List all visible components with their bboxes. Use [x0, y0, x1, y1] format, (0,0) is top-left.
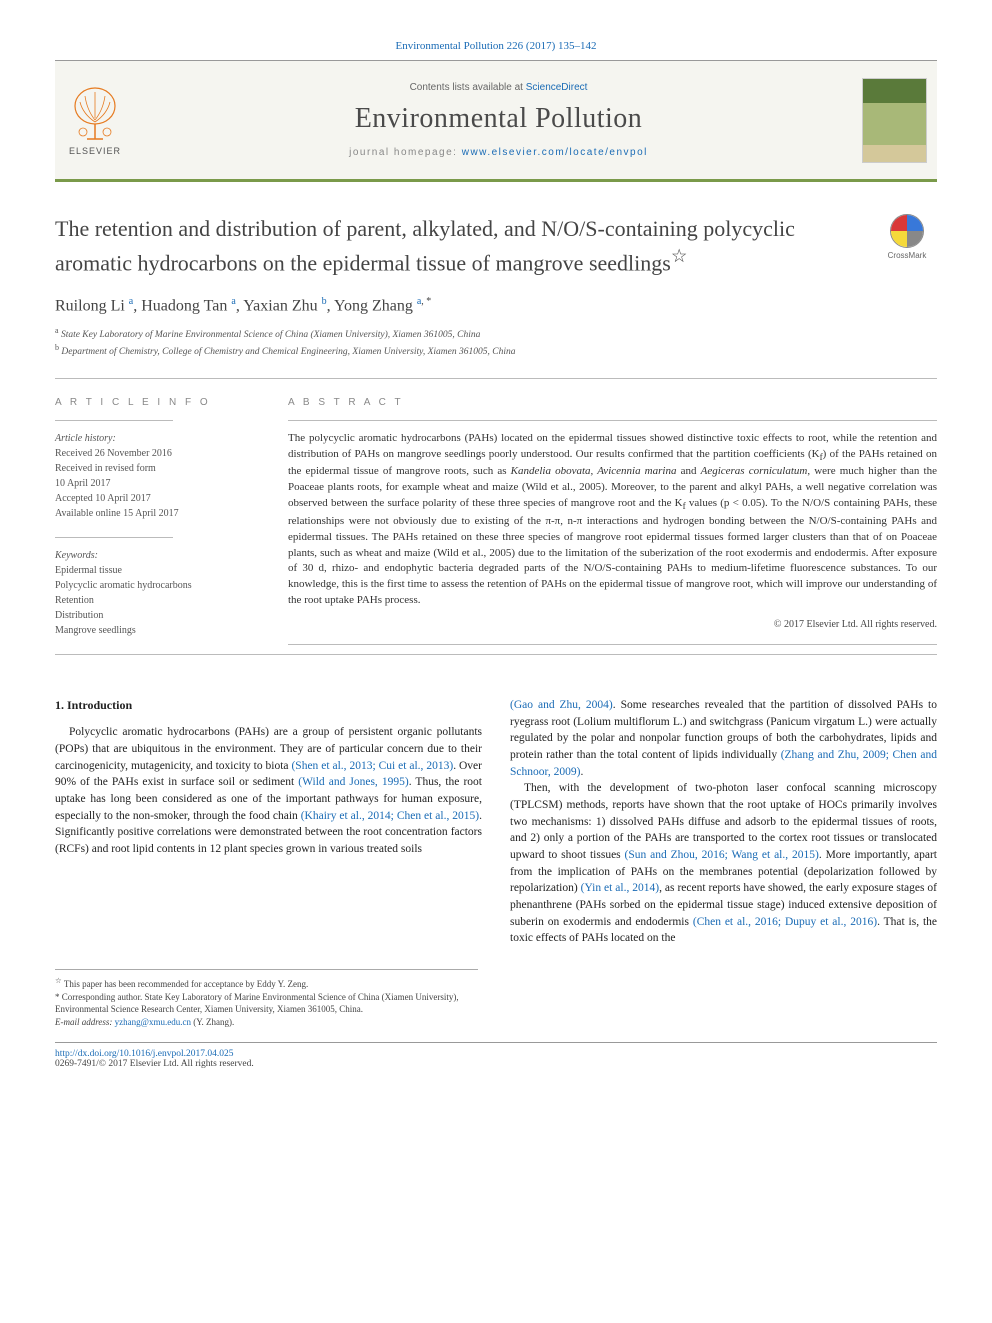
elsevier-tree-icon	[65, 84, 125, 144]
keyword: Epidermal tissue	[55, 563, 252, 578]
body-paragraph: Then, with the development of two-photon…	[510, 780, 937, 947]
keywords-label: Keywords:	[55, 548, 252, 563]
page-footer: http://dx.doi.org/10.1016/j.envpol.2017.…	[55, 1042, 937, 1069]
crossmark-label: CrossMark	[888, 251, 927, 260]
homepage-prefix: journal homepage:	[349, 147, 462, 158]
elsevier-logo[interactable]: ELSEVIER	[55, 75, 135, 165]
citation-link[interactable]: (Shen et al., 2013; Cui et al., 2013)	[291, 760, 453, 772]
crossmark-badge[interactable]: CrossMark	[877, 214, 937, 264]
keyword: Retention	[55, 593, 252, 608]
history-line: Received 26 November 2016	[55, 446, 252, 461]
citation-link[interactable]: (Gao and Zhu, 2004)	[510, 699, 613, 711]
article-info-heading: A R T I C L E I N F O	[55, 397, 252, 408]
journal-ref-link[interactable]: Environmental Pollution 226 (2017) 135–1…	[395, 40, 596, 52]
section-heading: 1. Introduction	[55, 697, 482, 714]
history-label: Article history:	[55, 431, 252, 446]
body-left-column: 1. Introduction Polycyclic aromatic hydr…	[55, 697, 482, 947]
contents-line: Contents lists available at ScienceDirec…	[135, 82, 862, 93]
email-link[interactable]: yzhang@xmu.edu.cn	[115, 1017, 191, 1027]
title-footnote-marker: ☆	[671, 246, 687, 266]
abstract-copyright: © 2017 Elsevier Ltd. All rights reserved…	[288, 619, 937, 630]
author-list: Ruilong Li a, Huadong Tan a, Yaxian Zhu …	[55, 296, 937, 315]
article-body: 1. Introduction Polycyclic aromatic hydr…	[55, 697, 937, 947]
divider	[288, 644, 937, 645]
body-paragraph: Polycyclic aromatic hydrocarbons (PAHs) …	[55, 724, 482, 857]
elsevier-label: ELSEVIER	[69, 146, 121, 156]
footnote-corresponding: * Corresponding author. State Key Labora…	[55, 991, 478, 1016]
citation-link[interactable]: (Chen et al., 2016; Dupuy et al., 2016)	[693, 916, 877, 928]
keywords-block: Keywords: Epidermal tissuePolycyclic aro…	[55, 548, 252, 638]
footnote-star: ☆ This paper has been recommended for ac…	[55, 976, 478, 991]
article-history: Article history: Received 26 November 20…	[55, 431, 252, 521]
history-line: Available online 15 April 2017	[55, 506, 252, 521]
citation-link[interactable]: (Zhang and Zhu, 2009; Chen and Schnoor, …	[510, 749, 937, 778]
affiliation-b: b Department of Chemistry, College of Ch…	[55, 342, 937, 359]
history-line: Accepted 10 April 2017	[55, 491, 252, 506]
history-line: 10 April 2017	[55, 476, 252, 491]
footnote-email: E-mail address: yzhang@xmu.edu.cn (Y. Zh…	[55, 1016, 478, 1029]
citation-link[interactable]: (Yin et al., 2014)	[581, 882, 659, 894]
abstract-column: A B S T R A C T The polycyclic aromatic …	[270, 379, 937, 654]
keyword: Polycyclic aromatic hydrocarbons	[55, 578, 252, 593]
journal-reference: Environmental Pollution 226 (2017) 135–1…	[55, 40, 937, 52]
homepage-line: journal homepage: www.elsevier.com/locat…	[135, 147, 862, 158]
abstract-heading: A B S T R A C T	[288, 397, 937, 408]
body-right-column: (Gao and Zhu, 2004). Some researches rev…	[510, 697, 937, 947]
journal-header: ELSEVIER Contents lists available at Sci…	[55, 61, 937, 182]
history-line: Received in revised form	[55, 461, 252, 476]
article-info-sidebar: A R T I C L E I N F O Article history: R…	[55, 379, 270, 654]
divider	[55, 654, 937, 655]
homepage-link[interactable]: www.elsevier.com/locate/envpol	[462, 147, 648, 158]
doi-link[interactable]: http://dx.doi.org/10.1016/j.envpol.2017.…	[55, 1049, 233, 1059]
keyword: Mangrove seedlings	[55, 623, 252, 638]
journal-name: Environmental Pollution	[135, 103, 862, 135]
article-title: The retention and distribution of parent…	[55, 214, 815, 278]
citation-link[interactable]: (Sun and Zhou, 2016; Wang et al., 2015)	[625, 849, 819, 861]
sciencedirect-link[interactable]: ScienceDirect	[526, 82, 588, 93]
citation-link[interactable]: (Wild and Jones, 1995)	[298, 776, 408, 788]
body-paragraph: (Gao and Zhu, 2004). Some researches rev…	[510, 697, 937, 780]
affiliation-a: a State Key Laboratory of Marine Environ…	[55, 325, 937, 342]
issn-copyright: 0269-7491/© 2017 Elsevier Ltd. All right…	[55, 1059, 254, 1069]
affiliations: a State Key Laboratory of Marine Environ…	[55, 325, 937, 360]
journal-cover-thumbnail[interactable]	[862, 78, 927, 163]
contents-prefix: Contents lists available at	[410, 82, 526, 93]
keyword: Distribution	[55, 608, 252, 623]
citation-link[interactable]: (Khairy et al., 2014; Chen et al., 2015)	[301, 810, 479, 822]
footnotes: ☆ This paper has been recommended for ac…	[55, 969, 478, 1028]
crossmark-icon	[890, 214, 924, 248]
abstract-text: The polycyclic aromatic hydrocarbons (PA…	[288, 431, 937, 609]
